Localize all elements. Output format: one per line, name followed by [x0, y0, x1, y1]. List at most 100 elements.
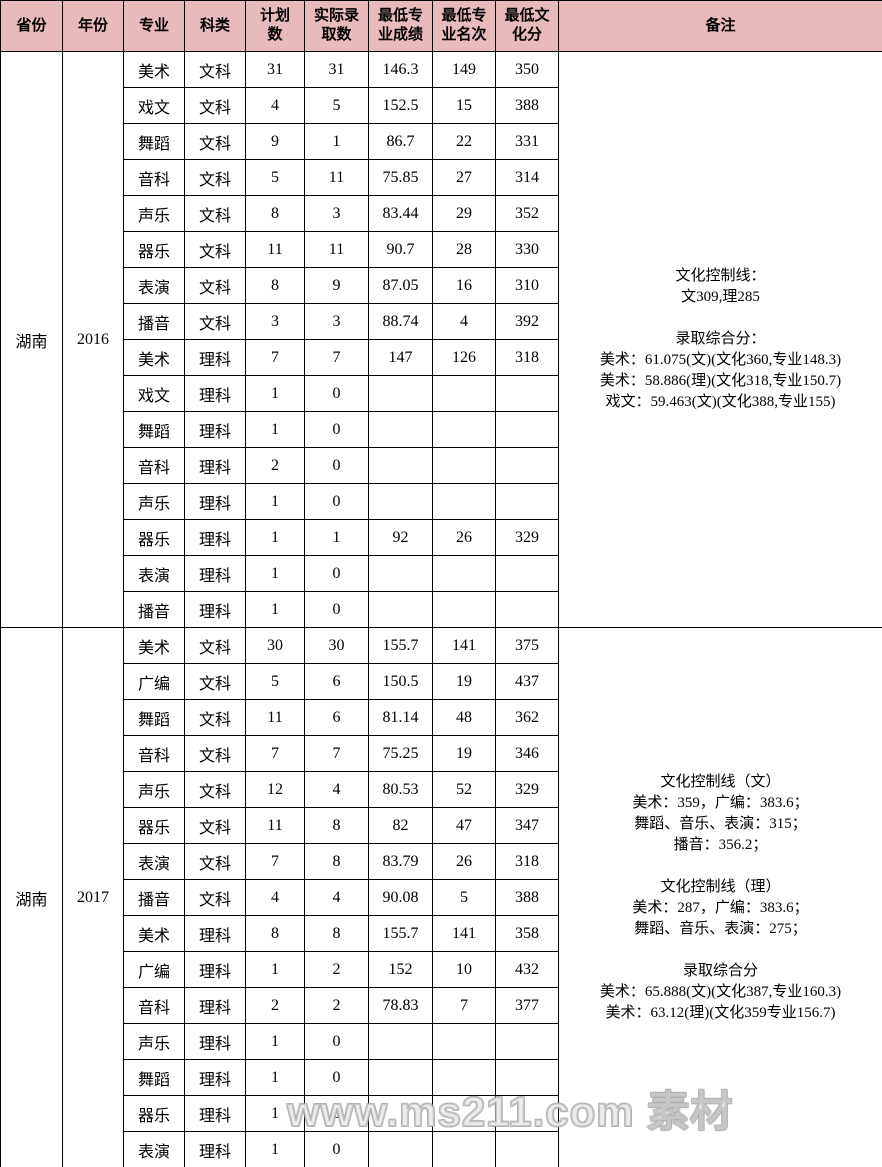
min-culture-score-cell: 346: [495, 735, 559, 772]
major-cell: 戏文: [123, 375, 185, 412]
min-major-score-cell: [368, 1095, 433, 1132]
min-major-score-cell: [368, 411, 433, 448]
min-major-rank-cell: 19: [432, 663, 496, 700]
min-culture-score-cell: [495, 483, 559, 520]
table-row: 舞蹈 文科 11 6 81.14 48 362: [1, 699, 882, 736]
min-major-rank-cell: 26: [432, 519, 496, 556]
admitted-count-cell: 1: [304, 519, 369, 556]
min-major-rank-cell: 126: [432, 339, 496, 376]
min-culture-score-cell: [495, 591, 559, 628]
category-cell: 理科: [184, 987, 246, 1024]
major-cell: 播音: [123, 879, 185, 916]
admitted-count-cell: 0: [304, 1059, 369, 1096]
table-row: 舞蹈 文科 9 1 86.7 22 331: [1, 123, 882, 160]
category-cell: 文科: [184, 195, 246, 232]
category-cell: 文科: [184, 807, 246, 844]
min-major-rank-cell: 47: [432, 807, 496, 844]
plan-count-cell: 8: [245, 915, 305, 952]
min-major-score-cell: [368, 447, 433, 484]
plan-count-cell: 1: [245, 1131, 305, 1167]
min-major-rank-cell: 19: [432, 735, 496, 772]
category-cell: 文科: [184, 663, 246, 700]
admitted-count-cell: 0: [304, 555, 369, 592]
category-cell: 文科: [184, 879, 246, 916]
min-culture-score-cell: [495, 447, 559, 484]
major-cell: 美术: [123, 915, 185, 952]
admitted-count-cell: 8: [304, 915, 369, 952]
table-row: 声乐 文科 12 4 80.53 52 329: [1, 771, 882, 808]
min-major-rank-cell: 15: [432, 87, 496, 124]
min-major-score-cell: 152: [368, 951, 433, 988]
category-cell: 文科: [184, 735, 246, 772]
admitted-count-cell: 0: [304, 1131, 369, 1167]
admitted-count-cell: 30: [304, 627, 369, 664]
admitted-count-cell: 3: [304, 303, 369, 340]
admitted-count-cell: 0: [304, 483, 369, 520]
category-cell: 文科: [184, 267, 246, 304]
admitted-count-cell: 0: [304, 591, 369, 628]
major-cell: 器乐: [123, 1095, 185, 1132]
plan-count-cell: 1: [245, 411, 305, 448]
min-culture-score-cell: 350: [495, 51, 559, 88]
min-culture-score-cell: 329: [495, 771, 559, 808]
min-major-rank-cell: [432, 1059, 496, 1096]
min-major-rank-cell: [432, 411, 496, 448]
table-row: 音科 文科 5 11 75.85 27 314: [1, 159, 882, 196]
major-cell: 播音: [123, 303, 185, 340]
min-major-score-cell: 87.05: [368, 267, 433, 304]
table-row: 舞蹈 理科 1 0: [1, 1059, 882, 1096]
major-cell: 器乐: [123, 519, 185, 556]
major-cell: 声乐: [123, 195, 185, 232]
min-major-rank-cell: [432, 375, 496, 412]
min-major-rank-cell: 5: [432, 879, 496, 916]
min-culture-score-cell: [495, 1131, 559, 1167]
table-row: 播音 文科 4 4 90.08 5 388: [1, 879, 882, 916]
plan-count-cell: 7: [245, 339, 305, 376]
category-cell: 理科: [184, 591, 246, 628]
major-cell: 表演: [123, 555, 185, 592]
table-row: 湖南 2016 美术 文科 31 31 146.3 149 350 文化控制线： 文309,理28…: [0, 51, 882, 628]
min-culture-score-cell: [495, 375, 559, 412]
min-major-score-cell: 75.25: [368, 735, 433, 772]
admitted-count-cell: 3: [304, 195, 369, 232]
major-cell: 美术: [123, 339, 185, 376]
min-major-score-cell: 75.85: [368, 159, 433, 196]
min-major-rank-cell: 29: [432, 195, 496, 232]
category-cell: 理科: [184, 375, 246, 412]
min-major-rank-cell: [432, 1023, 496, 1060]
min-culture-score-cell: [495, 1095, 559, 1132]
min-major-score-cell: [368, 591, 433, 628]
province-cell: 湖南: [0, 51, 63, 628]
admitted-count-cell: 8: [304, 843, 369, 880]
min-major-score-cell: 146.3: [368, 51, 433, 88]
min-major-score-cell: 80.53: [368, 771, 433, 808]
min-major-rank-cell: [432, 1131, 496, 1167]
plan-count-cell: 9: [245, 123, 305, 160]
table-row: 戏文 理科 1 0: [1, 375, 882, 412]
min-major-rank-cell: 22: [432, 123, 496, 160]
min-major-rank-cell: 141: [432, 915, 496, 952]
category-cell: 理科: [184, 339, 246, 376]
plan-count-cell: 7: [245, 735, 305, 772]
table-row: 湖南 2017 美术 文科 30 30 155.7 141 375 文化控制线（文） 美术：359…: [0, 627, 882, 1167]
min-major-score-cell: 155.7: [368, 915, 433, 952]
min-major-score-cell: 83.44: [368, 195, 433, 232]
admitted-count-cell: 1: [304, 123, 369, 160]
major-cell: 表演: [123, 843, 185, 880]
plan-count-cell: 5: [245, 663, 305, 700]
min-culture-score-cell: 347: [495, 807, 559, 844]
admitted-count-cell: 2: [304, 951, 369, 988]
plan-count-cell: 1: [245, 951, 305, 988]
remark-cell: 文化控制线： 文309,理285 录取综合分： 美术：61.075(文)(文化3…: [558, 51, 882, 628]
year-cell: 2016: [62, 51, 124, 628]
min-major-score-cell: 92: [368, 519, 433, 556]
table-row: 音科 文科 7 7 75.25 19 346: [1, 735, 882, 772]
category-cell: 文科: [184, 843, 246, 880]
major-cell: 舞蹈: [123, 699, 185, 736]
col-header-remark: 备注: [558, 0, 882, 52]
plan-count-cell: 2: [245, 447, 305, 484]
plan-count-cell: 11: [245, 807, 305, 844]
category-cell: 理科: [184, 555, 246, 592]
